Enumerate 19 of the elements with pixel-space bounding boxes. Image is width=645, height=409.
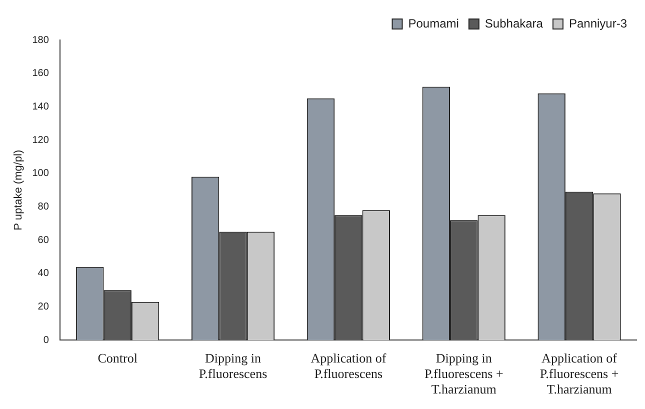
legend-label: Panniyur-3 xyxy=(568,16,628,30)
y-tick-label: 120 xyxy=(32,134,50,146)
x-tick-label: Dipping in P.fluorescens + T.harzianum xyxy=(424,350,504,397)
y-axis-title: P uptake (mg/pl) xyxy=(12,150,25,230)
y-tick-label: 40 xyxy=(38,268,50,280)
x-tick-label: Application of P.fluorescens + T.harzianum xyxy=(540,350,619,397)
legend-label: Poumami xyxy=(408,16,459,30)
y-tick-label: 60 xyxy=(38,234,50,246)
y-tick-label: 140 xyxy=(32,101,50,112)
x-tick-label: Dipping in P.fluorescens xyxy=(198,350,268,382)
y-tick-label: 0 xyxy=(43,334,50,346)
y-tick-label: 160 xyxy=(32,68,50,80)
legend-label: Subhakara xyxy=(484,16,544,30)
y-tick-label: 80 xyxy=(38,202,50,213)
y-tick-label: 100 xyxy=(32,168,50,180)
x-tick-label: Application of P.fluorescens xyxy=(310,350,387,382)
x-tick-label: Control xyxy=(98,350,138,366)
y-tick-label: 20 xyxy=(38,302,50,313)
y-tick-label: 180 xyxy=(32,34,50,46)
